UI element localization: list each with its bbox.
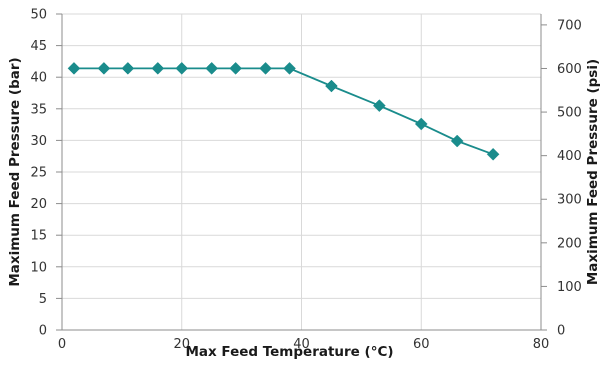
series-line: [74, 67, 494, 156]
data-point: [486, 147, 500, 161]
data-point: [121, 61, 135, 75]
data-point: [259, 61, 272, 75]
y2-tick-label: 400: [557, 149, 582, 164]
axes: [56, 13, 547, 331]
y-tick-label: 5: [39, 292, 47, 307]
y-axis-title: Maximum Feed Pressure (bar): [7, 57, 23, 286]
data-point: [372, 99, 386, 112]
x-tick-label: 60: [413, 337, 430, 352]
data-point: [229, 61, 242, 75]
y2-tick-label: 300: [557, 193, 582, 208]
y-tick-label: 40: [30, 71, 47, 86]
y-tick-label: 30: [30, 134, 47, 149]
data-point: [325, 79, 338, 93]
y2-tick-label: 600: [557, 62, 582, 77]
data-point: [67, 61, 81, 75]
data-point: [450, 134, 464, 148]
data-point: [151, 61, 165, 75]
data-point: [97, 61, 111, 75]
series: [67, 61, 500, 161]
y-tick-label: 15: [30, 229, 47, 244]
y2-tick-label: 200: [557, 236, 582, 251]
data-point: [205, 61, 219, 75]
y-tick-label: 45: [30, 39, 47, 54]
y2-tick-label: 700: [557, 18, 582, 33]
x-axis-title: Max Feed Temperature (°C): [185, 344, 393, 360]
y-tick-label: 0: [39, 324, 47, 339]
x-tick-label: 80: [533, 337, 550, 352]
y2-axis-title: Maximum Feed Pressure (psi): [585, 59, 601, 285]
gridlines: [62, 13, 542, 330]
y2-tick-label: 500: [557, 106, 582, 121]
data-point: [283, 61, 296, 75]
y2-tick-label: 0: [557, 324, 565, 339]
x-tick-label: 40: [293, 337, 310, 352]
data-point: [175, 61, 189, 75]
y-tick-label: 50: [30, 8, 47, 23]
y2-tick-label: 100: [557, 280, 582, 295]
y-tick-label: 35: [30, 102, 47, 117]
x-tick-label: 20: [173, 337, 190, 352]
y-tick-label: 10: [30, 260, 47, 275]
data-point: [414, 117, 428, 131]
y-tick-label: 20: [30, 197, 47, 212]
x-tick-label: 0: [58, 337, 66, 352]
y-tick-label: 25: [30, 166, 47, 181]
